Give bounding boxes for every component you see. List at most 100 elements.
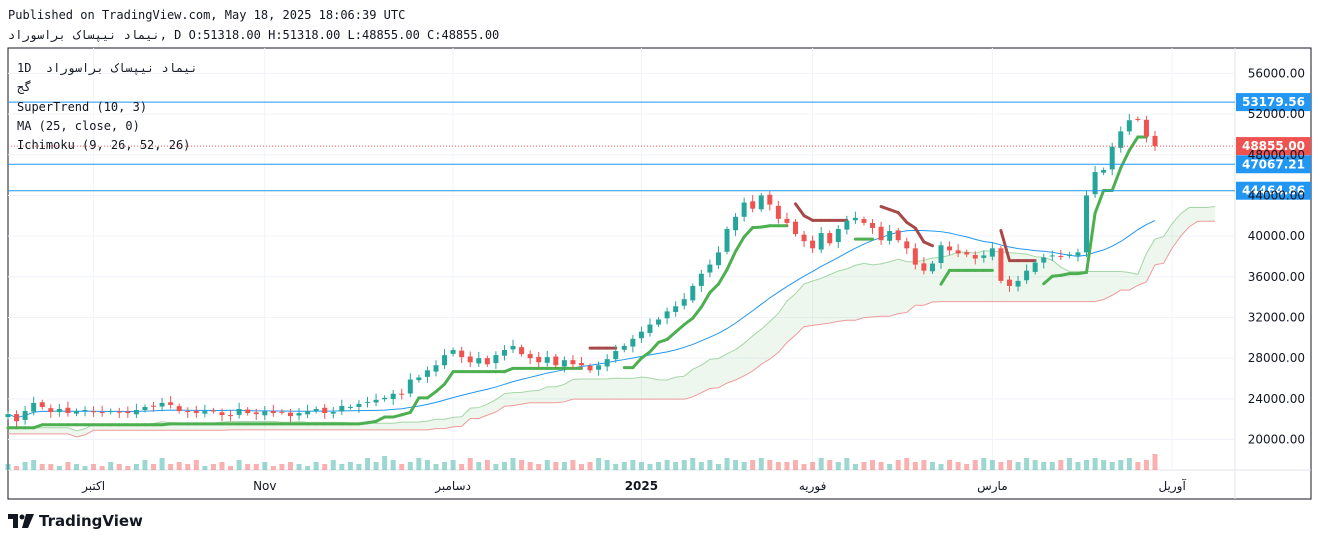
candle-body [621, 345, 627, 350]
candle-body [91, 411, 97, 413]
cloud-segment [786, 293, 796, 343]
volume-bar [1152, 454, 1158, 470]
candle [947, 241, 953, 256]
volume-bar [536, 464, 542, 470]
volume-bar [219, 462, 225, 470]
candle-body [998, 248, 1004, 281]
tradingview-logo-icon [8, 514, 34, 528]
tradingview-brand[interactable]: TradingView [8, 512, 143, 530]
candle-body [1143, 119, 1149, 137]
price-tick-label: 52000.00 [1248, 107, 1305, 121]
volume-bar [1084, 460, 1090, 470]
cloud-segment [718, 353, 728, 388]
candle [741, 197, 747, 222]
supertrend-segment [939, 268, 952, 286]
candle [981, 250, 987, 263]
volume-bar [1058, 460, 1064, 470]
candle [715, 246, 721, 269]
volume-bar [810, 462, 816, 470]
volume-bar [656, 462, 662, 470]
volume-bar [647, 464, 653, 470]
candle [989, 242, 995, 261]
level-label-bg [1236, 93, 1311, 112]
cloud-segment [376, 423, 385, 430]
supertrend-segment [879, 205, 892, 212]
volume-bar [176, 462, 182, 470]
candle-body [835, 229, 841, 243]
cloud-segment [829, 270, 839, 324]
candle [305, 404, 311, 418]
cloud-segment [761, 321, 770, 365]
level-label: 47067.21 [1242, 157, 1305, 171]
level-label-bg [1236, 155, 1311, 174]
candle-body [1101, 170, 1107, 173]
volume-bar [56, 466, 62, 470]
volume-bar [39, 464, 45, 470]
volume-bar [467, 458, 473, 470]
volume-bar [99, 466, 105, 470]
candle-body [596, 365, 602, 370]
cloud-segment [393, 422, 402, 430]
volume-bar [878, 462, 884, 470]
candle [168, 396, 174, 409]
cloud-segment [1086, 271, 1096, 302]
candle [724, 226, 730, 255]
candle-body [313, 408, 319, 412]
cloud-segment [846, 265, 856, 321]
cloud-segment [727, 349, 736, 384]
supertrend-segment [699, 291, 712, 309]
candle-body [322, 407, 328, 414]
candle-body [442, 355, 448, 366]
candle [690, 283, 696, 303]
candle [279, 409, 285, 415]
volume-bar [5, 464, 11, 470]
cloud-segment [1052, 259, 1061, 302]
legend-ichimoku[interactable]: Ichimoku (9, 26, 52, 26) [17, 138, 191, 152]
supertrend-segment [905, 220, 917, 230]
candle [91, 406, 97, 417]
cloud-segment [1060, 267, 1070, 302]
legend-supertrend[interactable]: SuperTrend (10, 3) [17, 100, 148, 114]
candle-body [724, 229, 730, 252]
candle [536, 351, 542, 367]
volume-bar [519, 460, 525, 470]
supertrend-segment [443, 370, 455, 386]
supertrend-segment [1093, 188, 1106, 215]
candle-body [193, 410, 199, 414]
candle-body [365, 401, 371, 403]
candle-body [981, 255, 987, 258]
candle-body [65, 407, 71, 414]
cloud-segment [581, 379, 591, 400]
volume-bar [621, 462, 627, 470]
candle-body [22, 411, 28, 420]
volume-bar [390, 460, 396, 470]
candle-body [501, 350, 507, 356]
candle [1092, 165, 1098, 198]
candle-body [810, 240, 816, 249]
candles [5, 113, 1158, 428]
volume-bar [305, 466, 311, 470]
cloud-segment [624, 378, 633, 400]
candle [544, 350, 550, 367]
cloud-segment [684, 369, 693, 400]
grid [8, 48, 1235, 470]
cloud-segment [1197, 207, 1207, 222]
candle [1084, 190, 1090, 258]
cloud-segment [821, 274, 830, 325]
volume-bar [1092, 458, 1098, 470]
candle [142, 404, 148, 413]
volume-bar [553, 462, 559, 470]
volume-bar [65, 462, 71, 470]
cloud-segment [735, 343, 745, 380]
candle [929, 261, 935, 274]
cloud-segment [521, 391, 531, 405]
cloud-segment [67, 427, 77, 438]
candle [262, 406, 268, 421]
volume-bar [228, 466, 234, 470]
volume-bar [22, 462, 28, 470]
volume-bar [895, 460, 901, 470]
legend-ma[interactable]: MA (25, close, 0) [17, 119, 140, 133]
candle [228, 410, 234, 421]
candle [835, 225, 841, 248]
